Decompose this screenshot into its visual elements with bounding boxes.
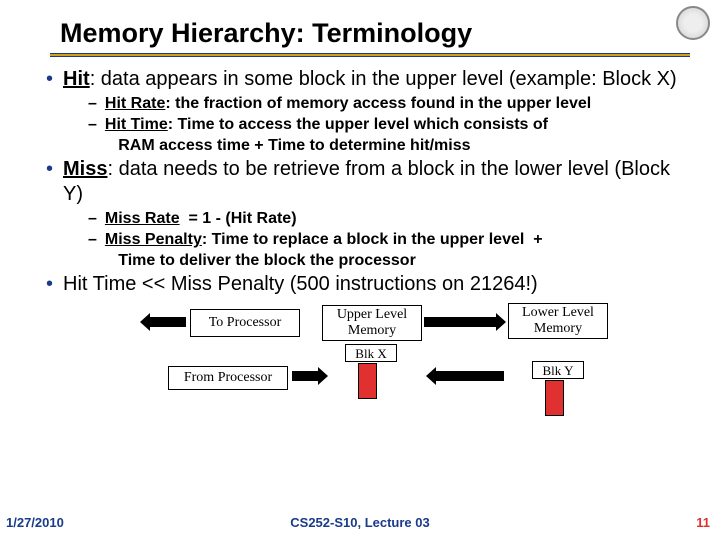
bullet-dash-icon: – xyxy=(88,94,97,114)
memory-diagram: To Processor From Processor Upper LevelMem… xyxy=(90,303,690,423)
bullet-level2: –Hit Rate: the fraction of memory access… xyxy=(88,94,690,114)
arrow-right-icon xyxy=(424,317,496,327)
bullet-dash-icon: – xyxy=(88,230,97,250)
bullet-text: Hit Time: Time to access the upper level… xyxy=(105,115,690,135)
footer-page-number: 11 xyxy=(696,515,710,530)
to-processor-box: To Processor xyxy=(190,309,300,337)
bullet-text: Miss Penalty: Time to replace a block in… xyxy=(105,230,690,250)
block-x-fill xyxy=(358,363,377,399)
bullet-level1: • Hit: data appears in some block in the … xyxy=(38,67,690,92)
bullet-dash-icon xyxy=(88,251,92,271)
bullet-text: Hit: data appears in some block in the u… xyxy=(63,67,690,92)
lower-level-memory-box: Lower LevelMemory xyxy=(508,303,608,339)
content-area: • Hit: data appears in some block in the … xyxy=(30,67,690,297)
footer-center: CS252-S10, Lecture 03 xyxy=(290,515,429,530)
bullet-level2: Time to deliver the block the processor xyxy=(88,251,690,271)
bullet-dot-icon: • xyxy=(46,157,53,207)
bullet-text: Hit Time << Miss Penalty (500 instructio… xyxy=(63,272,690,297)
from-processor-box: From Processor xyxy=(168,366,288,390)
bullet-dash-icon: – xyxy=(88,209,97,229)
bullet-dot-icon: • xyxy=(46,272,53,297)
bullet-text: Hit Rate: the fraction of memory access … xyxy=(105,94,690,114)
arrow-left-icon xyxy=(150,317,186,327)
bullet-dot-icon: • xyxy=(46,67,53,92)
block-x-label: Blk X xyxy=(345,344,397,362)
bullet-level1: • Hit Time << Miss Penalty (500 instructi… xyxy=(38,272,690,297)
bullet-level2: –Hit Time: Time to access the upper leve… xyxy=(88,115,690,135)
block-y-fill xyxy=(545,380,564,416)
bullet-text: Time to deliver the block the processor xyxy=(100,251,690,271)
block-y-label: Blk Y xyxy=(532,361,584,379)
bullet-text: Miss Rate = 1 - (Hit Rate) xyxy=(105,209,690,229)
bullet-text: RAM access time + Time to determine hit/… xyxy=(100,136,690,156)
title-underline xyxy=(50,53,690,57)
bullet-dash-icon xyxy=(88,136,92,156)
arrow-left-icon xyxy=(436,371,504,381)
footer-date: 1/27/2010 xyxy=(6,515,64,530)
bullet-level2: –Miss Rate = 1 - (Hit Rate) xyxy=(88,209,690,229)
bullet-level1: •Miss: data needs to be retrieve from a … xyxy=(38,157,690,207)
slide: Memory Hierarchy: Terminology • Hit: data… xyxy=(0,0,720,540)
university-seal-icon xyxy=(676,6,710,40)
bullet-level2: RAM access time + Time to determine hit/… xyxy=(88,136,690,156)
bullet-text: Miss: data needs to be retrieve from a b… xyxy=(63,157,690,207)
bullet-level2: –Miss Penalty: Time to replace a block i… xyxy=(88,230,690,250)
bullet-dash-icon: – xyxy=(88,115,97,135)
upper-level-memory-box: Upper LevelMemory xyxy=(322,305,422,341)
arrow-right-icon xyxy=(292,371,318,381)
slide-title: Memory Hierarchy: Terminology xyxy=(60,18,690,49)
